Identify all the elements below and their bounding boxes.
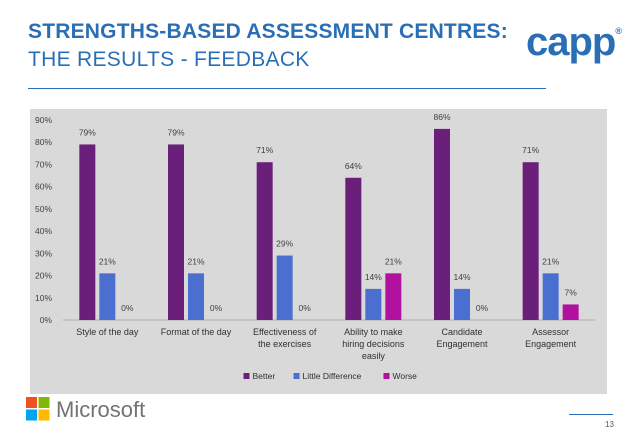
data-label: 29% bbox=[276, 239, 293, 249]
bar-chart-svg: 0% 10% 20% 30% 40% 50% 60% 70% 80% 90% 79% 21% 0% Sty… bbox=[30, 109, 607, 394]
legend-swatch bbox=[293, 373, 300, 379]
capp-logo: capp® bbox=[526, 20, 622, 65]
x-tick-label: Candidate bbox=[441, 327, 482, 337]
plot-background bbox=[30, 109, 607, 394]
data-label: 86% bbox=[433, 112, 450, 122]
legend-swatch bbox=[383, 373, 390, 379]
data-label: 0% bbox=[476, 303, 489, 313]
bar bbox=[385, 273, 402, 320]
x-tick-label: Effectiveness of bbox=[253, 327, 317, 337]
bar bbox=[99, 273, 116, 320]
y-tick-label: 0% bbox=[40, 315, 53, 325]
page-subtitle: THE RESULTS - FEEDBACK bbox=[28, 48, 310, 71]
y-tick-label: 40% bbox=[35, 226, 52, 236]
legend-label: Worse bbox=[393, 371, 418, 381]
data-label: 14% bbox=[365, 272, 382, 282]
y-tick-label: 10% bbox=[35, 293, 52, 303]
y-tick-label: 20% bbox=[35, 271, 52, 281]
data-label: 71% bbox=[522, 145, 539, 155]
bar bbox=[434, 128, 450, 320]
bar bbox=[256, 162, 273, 320]
x-tick-label: the exercises bbox=[258, 339, 312, 349]
data-label: 7% bbox=[565, 287, 578, 297]
x-tick-label: hiring decisions bbox=[342, 339, 405, 349]
data-label: 79% bbox=[167, 127, 184, 137]
bar-chart: 0% 10% 20% 30% 40% 50% 60% 70% 80% 90% 79% 21% 0% Sty… bbox=[30, 109, 607, 394]
y-tick-label: 80% bbox=[35, 137, 52, 147]
y-tick-label: 90% bbox=[35, 115, 52, 125]
bar bbox=[345, 177, 362, 320]
x-tick-label: Ability to make bbox=[344, 327, 403, 337]
data-label: 0% bbox=[299, 303, 312, 313]
bar bbox=[562, 304, 579, 320]
bar bbox=[365, 288, 382, 320]
bar bbox=[454, 288, 470, 320]
x-tick-label: Engagement bbox=[525, 339, 577, 349]
data-label: 0% bbox=[121, 303, 134, 313]
page-number: 13 bbox=[605, 420, 614, 429]
page-title: STRENGTHS-BASED ASSESSMENT CENTRES: bbox=[28, 20, 508, 43]
x-tick-label: Assessor bbox=[532, 327, 569, 337]
capp-logo-text: capp bbox=[526, 20, 616, 64]
data-label: 64% bbox=[345, 161, 362, 171]
data-label: 21% bbox=[385, 256, 402, 266]
registered-mark: ® bbox=[615, 26, 622, 36]
data-label: 71% bbox=[256, 145, 273, 155]
bar bbox=[79, 144, 96, 320]
page-number-divider bbox=[569, 414, 613, 415]
x-tick-label: Format of the day bbox=[161, 327, 232, 337]
legend-label: Better bbox=[253, 371, 276, 381]
data-label: 21% bbox=[187, 256, 204, 266]
data-label: 79% bbox=[79, 127, 96, 137]
data-label: 0% bbox=[210, 303, 223, 313]
y-tick-label: 30% bbox=[35, 248, 52, 258]
data-label: 21% bbox=[99, 256, 116, 266]
x-tick-label: Engagement bbox=[436, 339, 488, 349]
microsoft-logo-icon bbox=[26, 397, 50, 421]
bar bbox=[542, 273, 559, 320]
y-tick-label: 50% bbox=[35, 204, 52, 214]
data-label: 14% bbox=[453, 272, 470, 282]
x-tick-label: Style of the day bbox=[76, 327, 139, 337]
data-label: 21% bbox=[542, 256, 559, 266]
title-divider bbox=[28, 88, 546, 89]
y-tick-label: 60% bbox=[35, 182, 52, 192]
legend-swatch bbox=[243, 373, 250, 379]
bar bbox=[276, 255, 293, 320]
y-tick-label: 70% bbox=[35, 159, 52, 169]
bar bbox=[168, 144, 184, 320]
legend-label: Little Difference bbox=[303, 371, 362, 381]
x-tick-label: easily bbox=[362, 351, 386, 361]
microsoft-logo-text: Microsoft bbox=[56, 397, 146, 422]
bar bbox=[522, 162, 539, 320]
bar bbox=[188, 273, 204, 320]
